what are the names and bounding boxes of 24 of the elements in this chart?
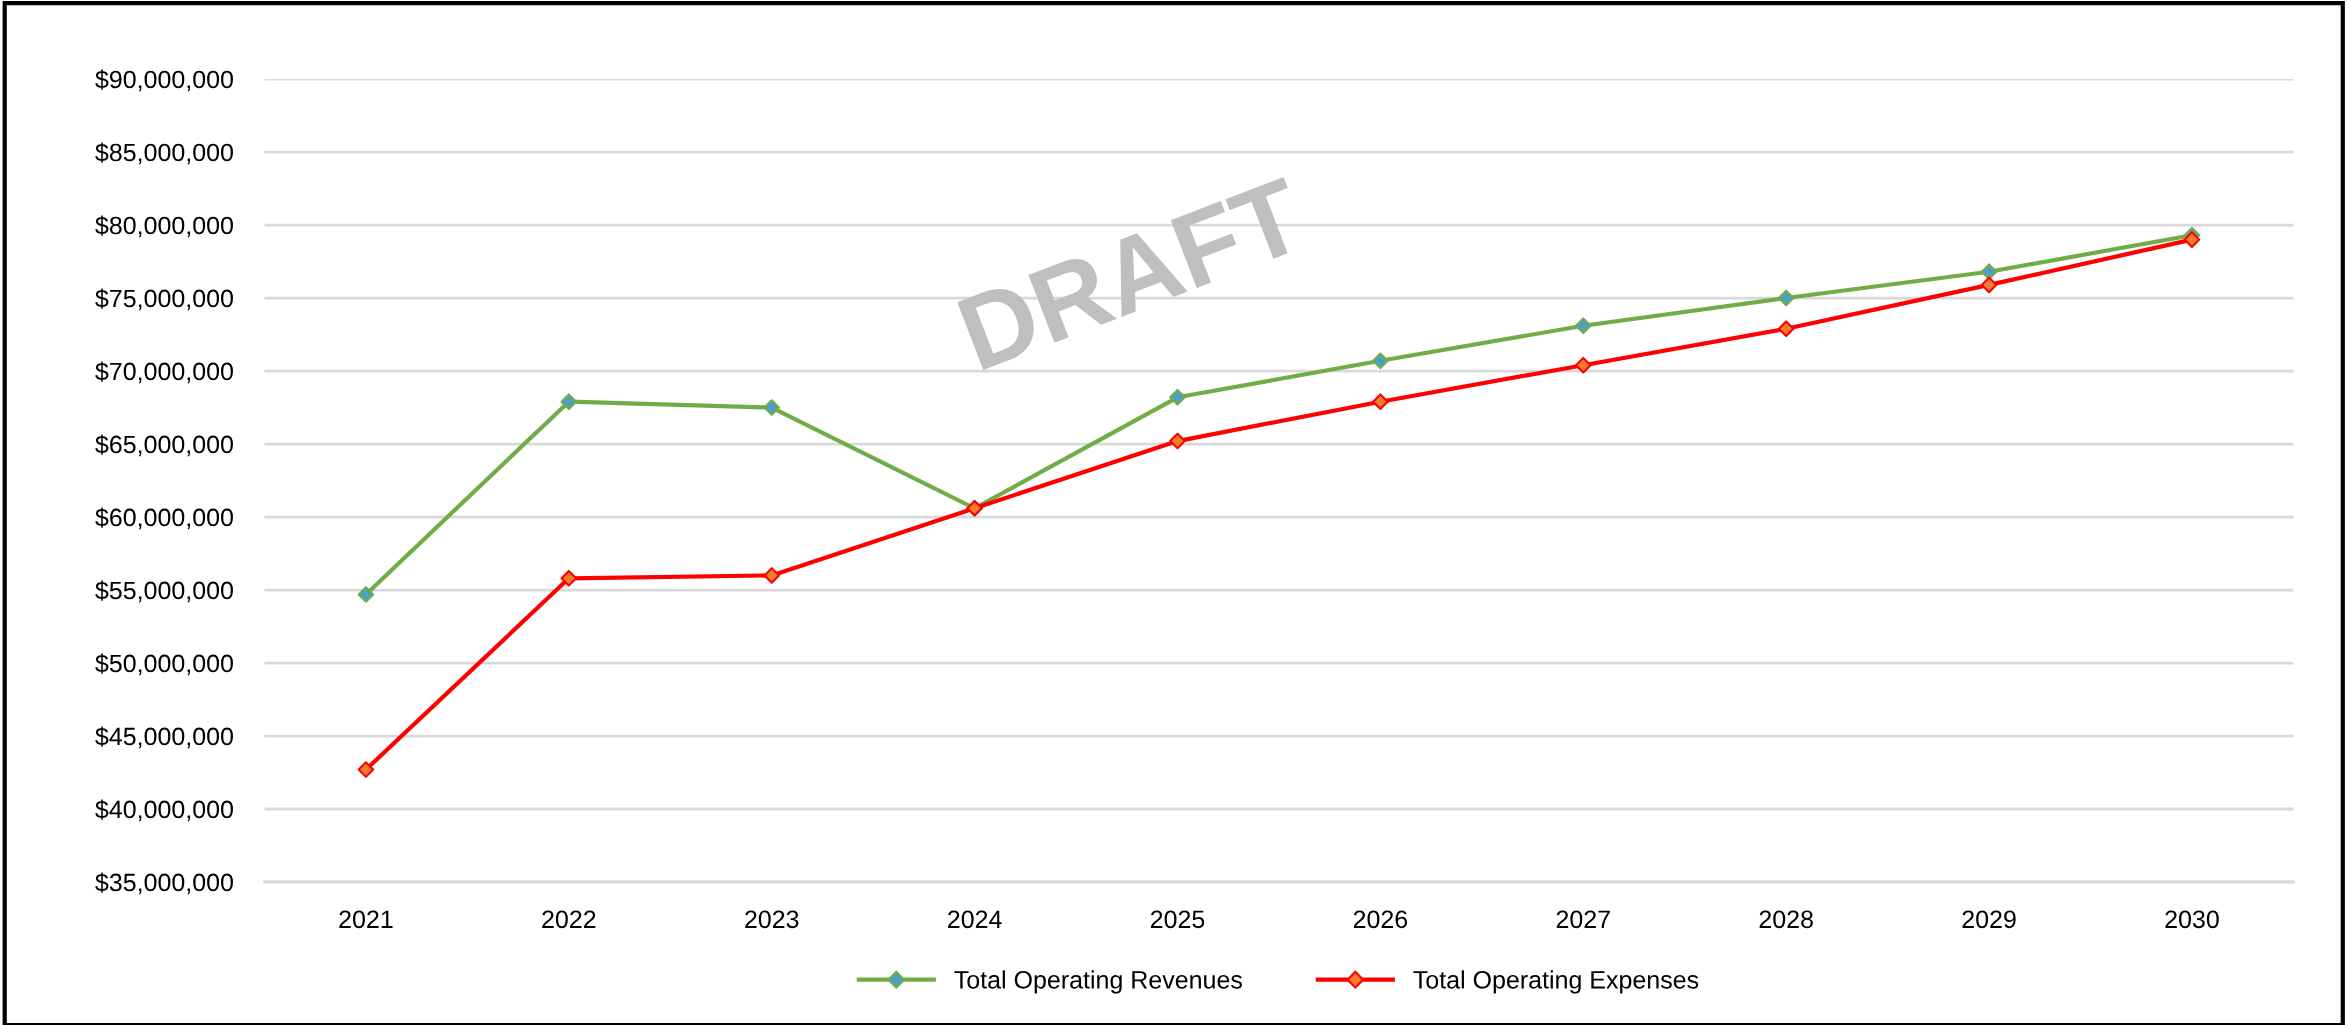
legend-label: Total Operating Expenses: [1413, 970, 1699, 994]
x-tick-label: 2023: [745, 910, 799, 929]
x-tick-label: 2024: [948, 910, 1002, 929]
legend-label: Total Operating Revenues: [954, 970, 1242, 994]
x-tick-label: 2022: [542, 910, 596, 929]
y-tick-label: $85,000,000: [95, 142, 233, 165]
x-tick-label: 2029: [1962, 910, 2016, 929]
x-tick-label: 2021: [339, 910, 393, 929]
x-tick-label: 2025: [1150, 910, 1205, 929]
y-tick-label: $45,000,000: [95, 726, 233, 749]
x-tick-label: 2027: [1556, 910, 1610, 929]
x-tick-label: 2028: [1759, 910, 1813, 929]
y-tick-label: $75,000,000: [95, 288, 233, 311]
y-tick-label: $40,000,000: [95, 799, 233, 822]
x-tick-label: 2030: [2165, 910, 2219, 929]
y-tick-label: $90,000,000: [95, 69, 233, 92]
y-tick-label: $35,000,000: [95, 872, 233, 895]
y-tick-label: $70,000,000: [95, 361, 233, 384]
y-tick-label: $80,000,000: [95, 215, 233, 238]
x-tick-label: 2026: [1353, 910, 1408, 929]
y-tick-label: $50,000,000: [95, 653, 233, 676]
y-tick-label: $55,000,000: [95, 580, 233, 603]
y-tick-label: $60,000,000: [95, 507, 233, 530]
y-tick-label: $65,000,000: [95, 434, 233, 457]
